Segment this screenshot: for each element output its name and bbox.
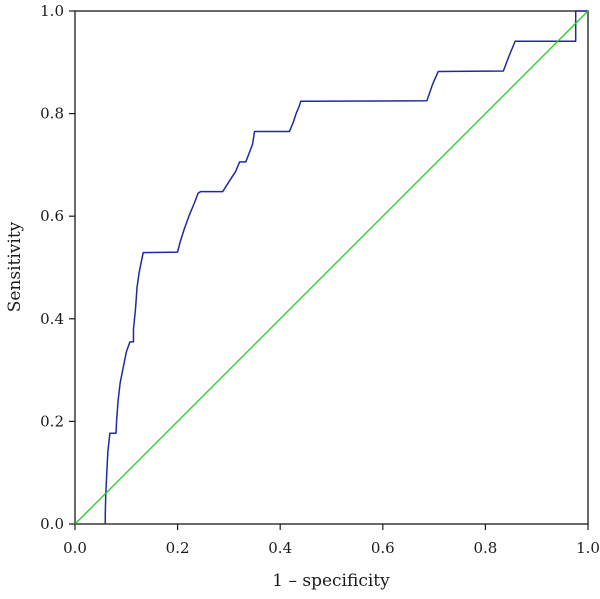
y-tick-label: 0.0 (40, 515, 64, 533)
tick-marks: 0.0 0.2 0.4 0.6 0.8 1.0 0.0 0.2 0.4 0.6 0.8 1.0 (40, 2, 600, 557)
x-tick-label: 1.0 (576, 539, 600, 557)
y-axis-label: Sensitivity (5, 221, 25, 312)
x-tick-label: 0.4 (268, 539, 292, 557)
axes (74, 10, 589, 525)
x-axis-label: 1 – specificity (272, 571, 390, 591)
y-tick-label: 0.2 (40, 412, 64, 430)
x-tick-label: 0.0 (63, 539, 87, 557)
series-layer (74, 10, 589, 525)
plot-frame (74, 10, 589, 525)
x-tick-label: 0.2 (166, 539, 190, 557)
roc-curve-line (104, 10, 588, 524)
y-tick-label: 0.6 (40, 207, 64, 225)
x-tick-label: 0.8 (473, 539, 497, 557)
x-tick-label: 0.6 (371, 539, 395, 557)
y-tick-label: 1.0 (40, 2, 64, 20)
y-tick-label: 0.4 (40, 310, 64, 328)
reference-diagonal-line (74, 10, 589, 525)
y-tick-label: 0.8 (40, 105, 64, 123)
